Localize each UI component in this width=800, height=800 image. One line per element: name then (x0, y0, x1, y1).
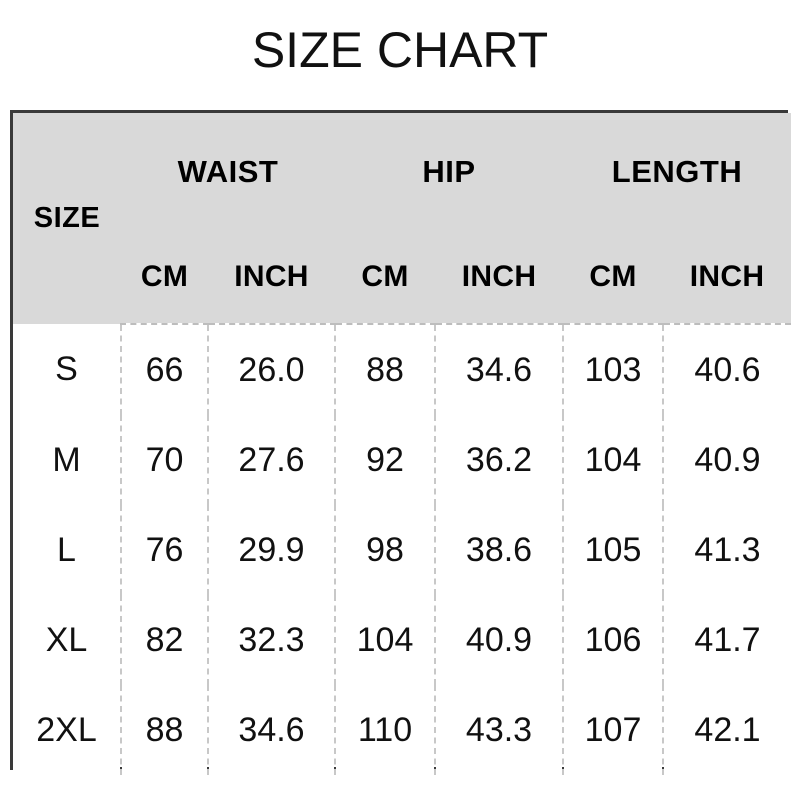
cell-size: S (13, 324, 121, 415)
cell-size: 2XL (13, 685, 121, 775)
cell-hip-inch: 38.6 (434, 505, 564, 595)
cell-size: XL (13, 595, 121, 685)
cell-hip-cm: 92 (334, 415, 436, 505)
column-header-hip-inch: INCH (435, 231, 564, 325)
cell-hip-cm: 88 (334, 324, 436, 415)
cell-waist-cm: 88 (120, 685, 208, 775)
header-row-units: CM INCH CM INCH CM INCH (13, 231, 792, 325)
cell-waist-inch: 26.0 (206, 324, 336, 415)
table-row: L 76 29.9 98 38.6 105 41.3 (13, 505, 792, 595)
cell-waist-cm: 82 (120, 595, 208, 685)
cell-hip-inch: 34.6 (434, 324, 564, 415)
cell-length-cm: 103 (562, 324, 664, 415)
size-chart-table: SIZE WAIST HIP LENGTH CM INCH CM INCH CM… (13, 113, 792, 775)
table-row: M 70 27.6 92 36.2 104 40.9 (13, 415, 792, 505)
column-header-waist-inch: INCH (208, 231, 336, 325)
cell-waist-inch: 34.6 (206, 685, 336, 775)
cell-waist-inch: 29.9 (206, 505, 336, 595)
cell-length-inch: 41.7 (662, 595, 792, 685)
cell-waist-cm: 76 (120, 505, 208, 595)
cell-length-inch: 40.9 (662, 415, 792, 505)
cell-hip-inch: 43.3 (434, 685, 564, 775)
cell-length-inch: 40.6 (662, 324, 792, 415)
cell-length-cm: 107 (562, 685, 664, 775)
cell-waist-cm: 66 (120, 324, 208, 415)
column-header-length-cm: CM (563, 231, 664, 325)
cell-waist-inch: 27.6 (206, 415, 336, 505)
cell-hip-cm: 98 (334, 505, 436, 595)
cell-hip-cm: 104 (334, 595, 436, 685)
column-group-header-hip: HIP (335, 113, 564, 231)
table-row: S 66 26.0 88 34.6 103 40.6 (13, 324, 792, 415)
cell-size: L (13, 505, 121, 595)
cell-waist-inch: 32.3 (206, 595, 336, 685)
column-group-header-length: LENGTH (563, 113, 792, 231)
cell-hip-inch: 36.2 (434, 415, 564, 505)
cell-length-cm: 106 (562, 595, 664, 685)
column-header-waist-cm: CM (121, 231, 208, 325)
cell-hip-cm: 110 (334, 685, 436, 775)
cell-hip-inch: 40.9 (434, 595, 564, 685)
column-group-header-waist: WAIST (121, 113, 336, 231)
cell-size: M (13, 415, 121, 505)
cell-waist-cm: 70 (120, 415, 208, 505)
table-header: SIZE WAIST HIP LENGTH CM INCH CM INCH CM… (13, 113, 792, 325)
cell-length-cm: 104 (562, 415, 664, 505)
table-body: S 66 26.0 88 34.6 103 40.6 M 70 27.6 92 … (13, 324, 792, 775)
table-row: 2XL 88 34.6 110 43.3 107 42.1 (13, 685, 792, 775)
column-header-length-inch: INCH (663, 231, 792, 325)
cell-length-cm: 105 (562, 505, 664, 595)
cell-length-inch: 42.1 (662, 685, 792, 775)
size-chart-table-container: SIZE WAIST HIP LENGTH CM INCH CM INCH CM… (10, 110, 792, 775)
page-title: SIZE CHART (251, 22, 549, 78)
column-header-size: SIZE (13, 113, 121, 324)
column-header-hip-cm: CM (335, 231, 436, 325)
header-row-groups: SIZE WAIST HIP LENGTH (13, 113, 792, 324)
cell-length-inch: 41.3 (662, 505, 792, 595)
table-row: XL 82 32.3 104 40.9 106 41.7 (13, 595, 792, 685)
